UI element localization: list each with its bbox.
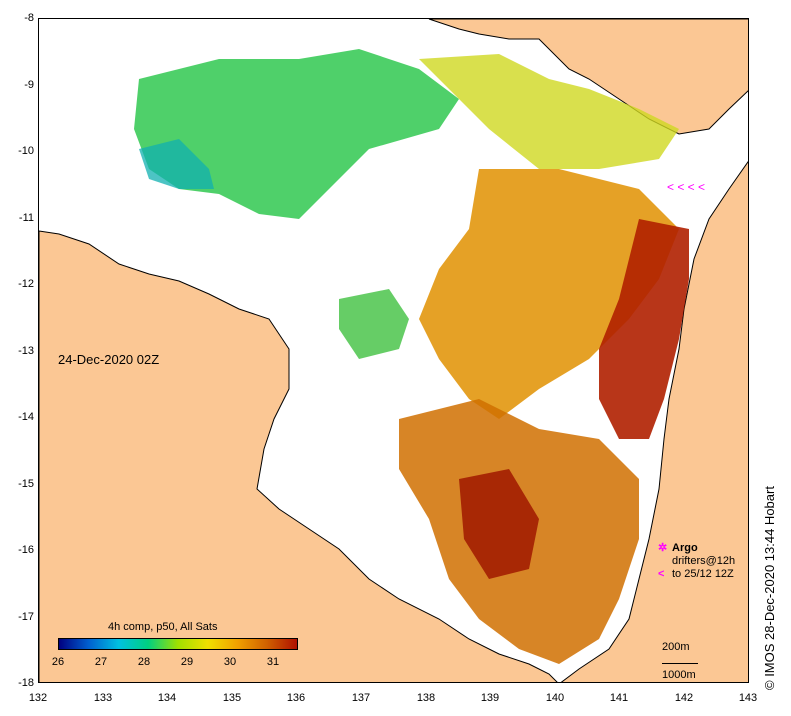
colorbar bbox=[58, 638, 298, 650]
credit-text: © IMOS 28-Dec-2020 13:44 Hobart bbox=[762, 486, 777, 690]
y-tick: -11 bbox=[18, 212, 34, 224]
drifter-markers: < < < < bbox=[667, 180, 705, 194]
land-png bbox=[428, 19, 748, 135]
sst-red-south bbox=[459, 469, 539, 579]
date-label: 24-Dec-2020 02Z bbox=[58, 352, 160, 367]
map-canvas: < < < < bbox=[39, 19, 748, 682]
x-tick: 142 bbox=[674, 692, 694, 704]
argo-marker-icon: ✲ bbox=[658, 542, 668, 554]
land-cape-york bbox=[560, 160, 748, 682]
sst-cyan-west bbox=[139, 139, 214, 189]
x-tick: 143 bbox=[738, 692, 758, 704]
depth-legend: 200m 1000m bbox=[662, 640, 698, 682]
argo-legend: ✲ Argo drifters@12h < to 25/12 12Z bbox=[658, 542, 735, 581]
x-tick: 135 bbox=[222, 692, 242, 704]
sst-red-east bbox=[599, 219, 689, 439]
y-tick: -15 bbox=[18, 478, 34, 490]
depth-200-label: 200m bbox=[662, 641, 690, 653]
y-tick: -13 bbox=[18, 345, 34, 357]
sst-green-central bbox=[339, 289, 409, 359]
sst-yellow-north bbox=[419, 54, 679, 169]
y-tick: -18 bbox=[18, 677, 34, 689]
colorbar-tick: 27 bbox=[94, 656, 108, 668]
x-tick: 137 bbox=[351, 692, 371, 704]
argo-label: Argo bbox=[672, 542, 698, 554]
depth-1000-label: 1000m bbox=[662, 669, 696, 681]
depth-200-line bbox=[662, 663, 698, 664]
x-tick: 139 bbox=[480, 692, 500, 704]
map-frame: < < < < bbox=[38, 18, 749, 683]
colorbar-tick: 29 bbox=[180, 656, 194, 668]
colorbar-tick: 31 bbox=[266, 656, 280, 668]
land-nt bbox=[39, 230, 558, 682]
x-tick: 132 bbox=[28, 692, 48, 704]
y-tick: -10 bbox=[18, 145, 34, 157]
drifters-label: drifters@12h bbox=[672, 555, 736, 567]
legend-title: 4h comp, p50, All Sats bbox=[108, 621, 218, 633]
x-tick: 134 bbox=[157, 692, 177, 704]
x-tick: 133 bbox=[93, 692, 113, 704]
x-tick: 138 bbox=[416, 692, 436, 704]
drifters-period-label: to 25/12 12Z bbox=[672, 568, 734, 580]
x-tick: 136 bbox=[286, 692, 306, 704]
drifter-arrow-icon: < bbox=[658, 568, 665, 580]
y-tick: -12 bbox=[18, 278, 34, 290]
x-tick: 141 bbox=[609, 692, 629, 704]
colorbar-tick: 28 bbox=[137, 656, 151, 668]
y-tick: -17 bbox=[18, 611, 34, 623]
sst-orange-central bbox=[419, 169, 679, 419]
colorbar-tick: 26 bbox=[51, 656, 65, 668]
sst-green-west bbox=[134, 49, 459, 219]
y-tick: -16 bbox=[18, 544, 34, 556]
y-tick: -8 bbox=[24, 12, 34, 24]
x-tick: 140 bbox=[545, 692, 565, 704]
y-tick: -14 bbox=[18, 411, 34, 423]
y-tick: -9 bbox=[24, 79, 34, 91]
colorbar-tick: 30 bbox=[223, 656, 237, 668]
